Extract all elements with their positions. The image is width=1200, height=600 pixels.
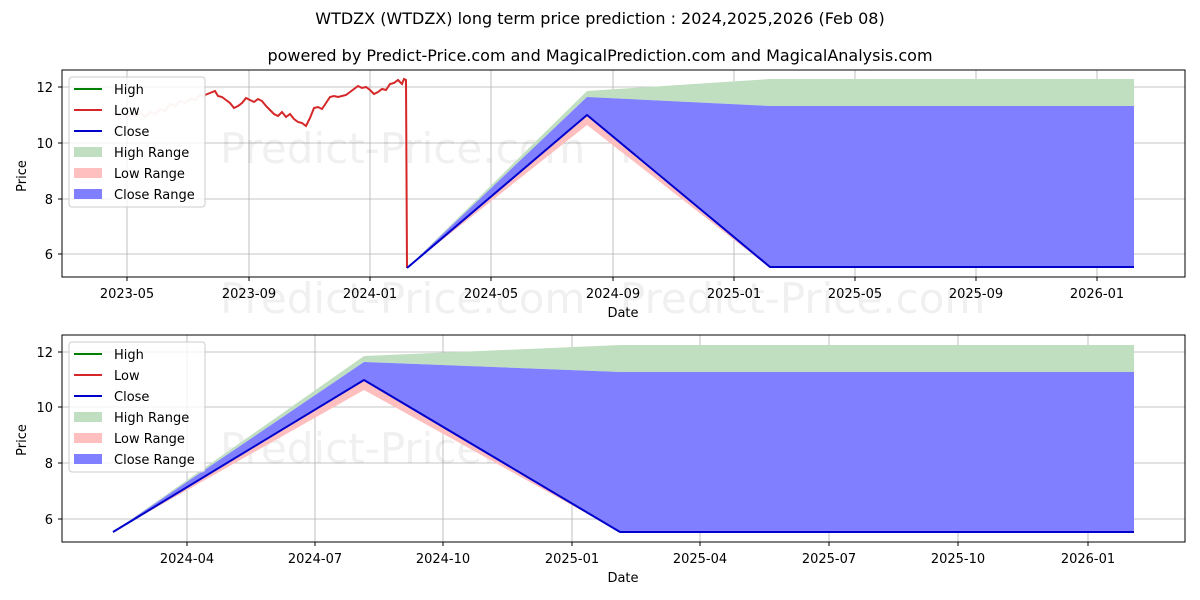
bottom-xtick: 2024-04 (160, 552, 214, 567)
chart-title: WTDZX (WTDZX) long term price prediction… (315, 9, 885, 28)
top-xtick: 2024-05 (464, 287, 518, 302)
top-xtick: 2023-05 (100, 287, 154, 302)
legend-low-label: Low (114, 104, 140, 119)
bottom-ylabel: Price (15, 424, 30, 456)
bottom-ytick: 6 (45, 513, 53, 528)
bottom-xtick: 2024-10 (416, 552, 470, 567)
legend-high-label: High (114, 83, 144, 98)
bottom-xtick: 2025-04 (673, 552, 727, 567)
top-xtick: 2025-01 (707, 287, 761, 302)
legend-low-range-label: Low Range (114, 432, 185, 447)
bottom-ytick: 8 (45, 457, 53, 472)
top-xlabel: Date (607, 306, 638, 321)
top-ytick: 8 (45, 193, 53, 208)
legend-close-label: Close (114, 390, 149, 405)
legend-close-range-swatch (74, 189, 102, 199)
top-xtick: 2023-09 (222, 287, 276, 302)
top-ytick: 6 (45, 248, 53, 263)
bottom-chart: Predict-Price.com Predict-Price.com 6 8 … (15, 334, 1186, 586)
legend-low-label: Low (114, 369, 140, 384)
bottom-ytick: 12 (36, 346, 53, 361)
top-chart: Predict-Price.com Predict-Price.com Pred… (15, 69, 1186, 323)
bottom-xlabel: Date (607, 571, 638, 586)
legend-high-label: High (114, 348, 144, 363)
bottom-legend: High Low Close High Range Low Range Clos… (68, 341, 206, 473)
close-range-area (113, 362, 1134, 532)
top-ytick: 10 (36, 137, 53, 152)
high-range-area (113, 345, 1134, 532)
top-xtick: 2025-09 (949, 287, 1003, 302)
low-line-historical (204, 77, 408, 269)
bottom-xtick: 2025-01 (545, 552, 599, 567)
chart-subtitle: powered by Predict-Price.com and Magical… (267, 46, 933, 65)
close-line (406, 113, 1134, 269)
top-xtick: 2024-01 (343, 287, 397, 302)
bottom-xtick: 2024-07 (288, 552, 342, 567)
high-range-area (407, 79, 1134, 268)
legend-low-range-swatch (74, 168, 102, 178)
close-range-area (407, 97, 1134, 268)
legend-high-range-label: High Range (114, 411, 189, 426)
legend-close-range-label: Close Range (114, 188, 195, 203)
legend-low-range-swatch (74, 433, 102, 443)
bottom-ytick: 10 (36, 401, 53, 416)
bottom-axes-frame (61, 334, 1186, 543)
bottom-xtick: 2026-01 (1061, 552, 1115, 567)
legend-close-range-label: Close Range (114, 453, 195, 468)
top-axes-frame (61, 69, 1186, 278)
top-xtick: 2025-05 (828, 287, 882, 302)
legend-close-range-swatch (74, 454, 102, 464)
watermark: Predict-Price.com (620, 274, 985, 323)
top-ylabel: Price (15, 160, 30, 192)
legend-high-range-label: High Range (114, 146, 189, 161)
top-ytick: 12 (36, 81, 53, 96)
watermark: Predict-Price.com (220, 274, 585, 323)
top-legend: High Low Close High Range Low Range Clos… (68, 76, 206, 208)
top-xtick: 2024-09 (586, 287, 640, 302)
bottom-xtick: 2025-07 (802, 552, 856, 567)
close-line (112, 378, 1134, 533)
legend-close-label: Close (114, 125, 149, 140)
top-xtick: 2026-01 (1070, 287, 1124, 302)
legend-low-range-label: Low Range (114, 167, 185, 182)
bottom-xtick: 2025-10 (931, 552, 985, 567)
legend-high-range-swatch (74, 412, 102, 422)
legend-high-range-swatch (74, 147, 102, 157)
